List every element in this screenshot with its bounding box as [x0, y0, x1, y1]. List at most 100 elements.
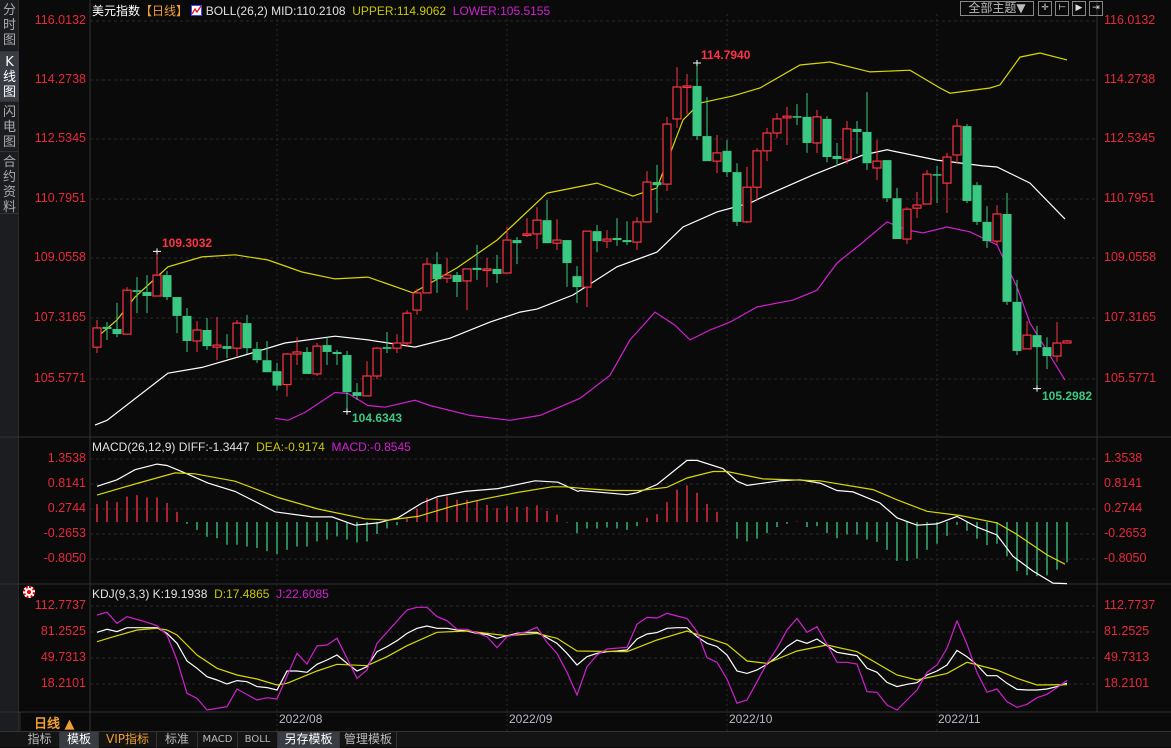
kdj-header: KDJ(9,3,3) K:19.1938 D:17.4865 J:22.6085	[92, 587, 329, 601]
tab-standard[interactable]: 标准	[157, 732, 198, 748]
candle-up	[412, 292, 422, 311]
candle-down	[962, 126, 972, 201]
tab-manage-templates[interactable]: 管理模板	[340, 732, 397, 748]
instrument-name: 美元指数	[92, 4, 141, 18]
period-toggle-button[interactable]: 日线 ▲	[34, 717, 75, 732]
kdj-k-label: KDJ(9,3,3) K:19.1938	[92, 587, 208, 601]
fit-right-icon[interactable]: ⇥	[1089, 1, 1103, 16]
kdj-axis-left-label: 18.2101	[40, 676, 86, 690]
high-annotation: 114.7940	[701, 48, 751, 62]
candle-up	[1052, 342, 1062, 357]
candle-down	[612, 238, 622, 241]
crosshair-icon[interactable]: ✛	[1038, 1, 1052, 16]
kdj-axis-left-label: 81.2525	[40, 624, 86, 638]
candle-down	[302, 351, 312, 374]
macd-dea-label: DEA:-0.9174	[256, 440, 325, 454]
high-annotation: 109.3032	[162, 236, 213, 250]
candle-down	[222, 346, 232, 349]
candle-up	[772, 118, 782, 134]
candle-down	[1002, 213, 1012, 302]
tab-flash-chart[interactable]: 闪电图	[0, 102, 19, 152]
tab-contract-info[interactable]: 合约资料	[0, 152, 19, 215]
chart-icon[interactable]	[191, 5, 203, 16]
candle-down	[862, 131, 872, 164]
candle-up	[282, 353, 292, 386]
macd-diff-line	[96, 459, 1068, 585]
candle-up	[812, 116, 822, 144]
candle-up	[192, 329, 202, 342]
boll-lower-line	[274, 221, 1066, 421]
tab-templates[interactable]: 模板	[60, 732, 99, 748]
candle-down	[802, 116, 812, 143]
candle-down	[822, 118, 832, 158]
theme-select[interactable]: 全部主题▼	[960, 1, 1034, 16]
candle-down	[332, 351, 342, 355]
price-axis-right-label: 112.5345	[1104, 131, 1156, 145]
candle-down	[1042, 347, 1052, 357]
price-axis-right-label: 110.7951	[1104, 191, 1156, 205]
candle-up	[842, 128, 852, 160]
candle-down	[252, 348, 262, 361]
candle-up	[642, 181, 652, 223]
candle-down	[832, 155, 842, 160]
candle-up	[292, 351, 302, 355]
candle-down	[492, 268, 502, 275]
price-axis-right-label: 107.3165	[1104, 310, 1157, 324]
macd-axis-right-label: -0.2653	[1104, 526, 1147, 540]
low-annotation: 105.2982	[1042, 389, 1093, 403]
price-axis-left-label: 107.3165	[33, 310, 86, 324]
tab-macd[interactable]: MACD	[198, 732, 238, 748]
tab-kline[interactable]: K线图	[0, 52, 19, 102]
price-axis-left-label: 109.0558	[33, 250, 86, 264]
candle-up	[752, 150, 762, 188]
candle-up	[552, 239, 562, 244]
tab-indicators[interactable]: 指标	[20, 732, 60, 748]
candle-down	[562, 240, 572, 264]
candle-up	[942, 156, 952, 184]
candle-down	[972, 185, 982, 222]
candle-down	[792, 116, 802, 118]
candle-down	[142, 291, 152, 297]
price-axis-right-label: 114.2738	[1104, 72, 1156, 86]
candle-down	[272, 371, 282, 386]
candle-up	[362, 375, 372, 397]
candle-up	[152, 274, 162, 297]
candle-down	[1012, 301, 1022, 351]
tab-save-template[interactable]: 另存模板	[278, 732, 340, 748]
macd-axis-left-label: -0.2653	[43, 526, 86, 540]
kdj-j-line	[96, 606, 1068, 711]
boll-label: BOLL(26,2) MID:110.2108	[205, 4, 346, 18]
sun-icon[interactable]	[23, 586, 35, 598]
candle-down	[162, 275, 172, 298]
candle-down	[322, 345, 332, 352]
candle-down	[432, 264, 442, 280]
extreme-marker	[343, 408, 351, 415]
macd-axis-left-label: 0.8141	[47, 476, 86, 490]
fit-left-icon[interactable]: ⊢	[1055, 1, 1069, 16]
candle-up	[912, 204, 922, 209]
candle-down	[982, 221, 992, 242]
candle-up	[1022, 334, 1032, 350]
price-axis-left-label: 116.0132	[34, 13, 86, 27]
kdj-axis-right-label: 81.2525	[1104, 624, 1150, 638]
kdj-d-label: D:17.4865	[214, 587, 270, 601]
candle-down	[472, 267, 482, 270]
tab-boll[interactable]: BOLL	[238, 732, 278, 748]
candle-up	[952, 125, 962, 156]
play-icon[interactable]: ▶	[1072, 1, 1086, 16]
candle-down	[932, 174, 942, 176]
kdj-d-line	[96, 627, 1068, 686]
extreme-marker	[693, 59, 701, 66]
tab-time-sharing[interactable]: 分时图	[0, 0, 19, 52]
macd-axis-left-label: -0.8050	[43, 551, 86, 565]
candle-up	[232, 322, 242, 349]
candle-down	[342, 355, 352, 393]
tab-vip-indicators[interactable]: VIP指标	[99, 732, 157, 748]
period-label[interactable]: 【日线】	[140, 4, 189, 18]
macd-axis-right-label: 0.2744	[1104, 501, 1143, 515]
kdj-j-label: J:22.6085	[276, 587, 329, 601]
candle-down	[622, 240, 632, 243]
macd-axis-left-label: 1.3538	[47, 451, 86, 465]
candle-up	[762, 132, 772, 152]
